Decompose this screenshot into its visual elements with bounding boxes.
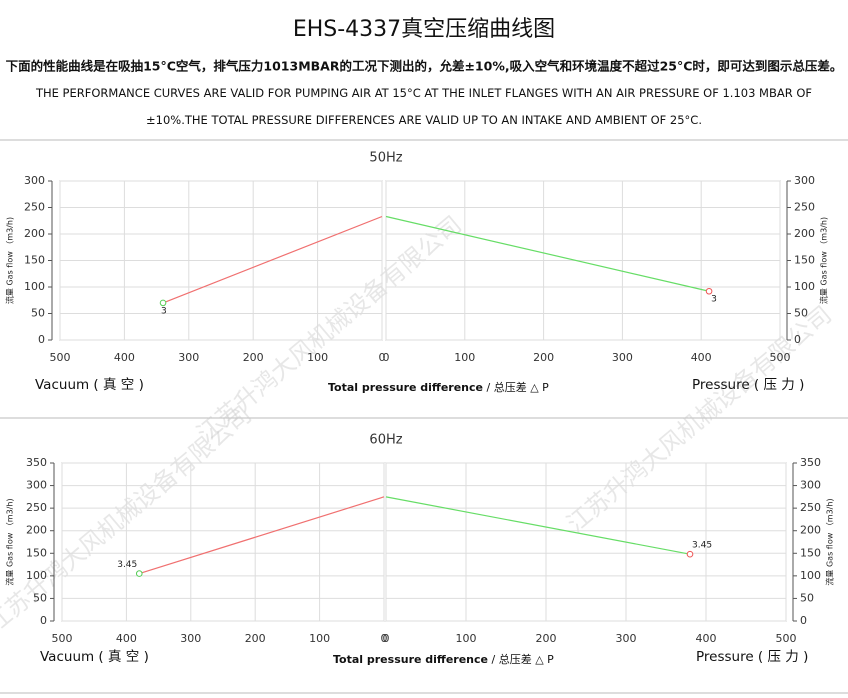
y-tick-label: 200 bbox=[794, 227, 815, 240]
x-tick-label: 500 bbox=[50, 351, 71, 364]
y-tick-label: 300 bbox=[26, 479, 47, 492]
x-tick-label: 0 bbox=[379, 351, 386, 364]
panel-title: 60Hz bbox=[369, 433, 402, 448]
pressure-label: Pressure ( 压 力 ) bbox=[696, 649, 808, 665]
y-tick-label: 200 bbox=[26, 524, 47, 537]
line bbox=[385, 215, 710, 292]
y-axis-label: 流量 Gas flow （m3/h) bbox=[5, 217, 15, 304]
y-tick-label: 50 bbox=[31, 307, 45, 320]
y-axis-label: 流量 Gas flow （m3/h) bbox=[819, 217, 829, 304]
y-tick-label: 150 bbox=[24, 254, 45, 267]
y-tick-label: 300 bbox=[24, 174, 45, 187]
point-label: 3.45 bbox=[692, 541, 712, 551]
y-tick-label: 50 bbox=[794, 307, 808, 320]
y-axis-label: 流量 Gas flow （m3/h) bbox=[825, 498, 835, 585]
x-tick-label: 100 bbox=[454, 351, 475, 364]
note-en: THE PERFORMANCE CURVES ARE VALID FOR PUM… bbox=[35, 86, 813, 127]
x-axis-label: Total pressure difference / 总压差 △ P bbox=[333, 652, 554, 666]
y-tick-label: 50 bbox=[33, 591, 47, 604]
x-tick-label: 100 bbox=[307, 351, 328, 364]
y-tick-label: 300 bbox=[794, 174, 815, 187]
point-marker bbox=[159, 299, 167, 307]
x-tick-label: 400 bbox=[116, 632, 137, 645]
line bbox=[162, 215, 383, 304]
pressure-label: Pressure ( 压 力 ) bbox=[692, 377, 804, 393]
y-tick-label: 250 bbox=[794, 201, 815, 214]
x-axis-label: Total pressure difference / 总压差 △ P bbox=[328, 380, 549, 394]
x-tick-label: 400 bbox=[114, 351, 135, 364]
y-tick-label: 0 bbox=[794, 333, 801, 346]
page-title: EHS-4337真空压缩曲线图 bbox=[293, 17, 555, 42]
x-tick-label: 200 bbox=[245, 632, 266, 645]
x-axis-label-cn: / 总压差 △ P bbox=[483, 380, 549, 394]
y-tick-label: 0 bbox=[800, 614, 807, 627]
x-tick-label: 0 bbox=[381, 632, 388, 645]
x-tick-label: 300 bbox=[612, 351, 633, 364]
panel-title: 50Hz bbox=[369, 151, 402, 166]
x-tick-label: 300 bbox=[180, 632, 201, 645]
point-marker bbox=[686, 550, 694, 558]
point-marker bbox=[705, 287, 713, 295]
y-tick-label: 0 bbox=[38, 333, 45, 346]
line bbox=[385, 496, 691, 555]
y-tick-label: 350 bbox=[800, 456, 821, 469]
y-tick-label: 350 bbox=[26, 456, 47, 469]
y-tick-label: 300 bbox=[800, 479, 821, 492]
y-tick-label: 0 bbox=[40, 614, 47, 627]
y-tick-label: 150 bbox=[26, 546, 47, 559]
x-tick-label: 0 bbox=[383, 632, 390, 645]
x-axis-label-en: Total pressure difference bbox=[328, 381, 483, 394]
y-axis-label: 流量 Gas flow （m3/h) bbox=[5, 498, 15, 585]
x-tick-label: 0 bbox=[383, 351, 390, 364]
x-tick-label: 100 bbox=[456, 632, 477, 645]
x-tick-label: 300 bbox=[616, 632, 637, 645]
point-label: 3.45 bbox=[117, 560, 137, 570]
x-tick-label: 200 bbox=[536, 632, 557, 645]
y-tick-label: 250 bbox=[800, 501, 821, 514]
line bbox=[139, 496, 385, 575]
x-tick-label: 400 bbox=[696, 632, 717, 645]
x-tick-label: 400 bbox=[691, 351, 712, 364]
point-marker bbox=[135, 570, 143, 577]
point-label: 3 bbox=[711, 295, 717, 305]
plot-frame bbox=[385, 462, 787, 622]
x-tick-label: 500 bbox=[770, 351, 791, 364]
point-label: 3 bbox=[161, 306, 167, 316]
y-tick-label: 150 bbox=[794, 254, 815, 267]
x-tick-label: 500 bbox=[776, 632, 797, 645]
y-tick-label: 250 bbox=[26, 501, 47, 514]
x-axis-label-en: Total pressure difference bbox=[333, 653, 488, 666]
y-tick-label: 100 bbox=[24, 280, 45, 293]
x-tick-label: 100 bbox=[309, 632, 330, 645]
x-tick-label: 200 bbox=[533, 351, 554, 364]
y-tick-label: 200 bbox=[800, 524, 821, 537]
y-tick-label: 50 bbox=[800, 591, 814, 604]
y-tick-label: 100 bbox=[800, 569, 821, 582]
y-tick-label: 250 bbox=[24, 201, 45, 214]
vacuum-label: Vacuum ( 真 空 ) bbox=[40, 649, 149, 665]
x-axis-label-cn: / 总压差 △ P bbox=[488, 652, 554, 666]
x-tick-label: 500 bbox=[52, 632, 73, 645]
y-tick-label: 100 bbox=[794, 280, 815, 293]
x-tick-label: 200 bbox=[243, 351, 264, 364]
x-tick-label: 300 bbox=[178, 351, 199, 364]
note-cn: 下面的性能曲线是在吸抽15°C空气，排气压力1013MBAR的工况下测出的，允差… bbox=[6, 59, 843, 74]
y-tick-label: 150 bbox=[800, 546, 821, 559]
y-tick-label: 100 bbox=[26, 569, 47, 582]
vacuum-label: Vacuum ( 真 空 ) bbox=[35, 377, 144, 393]
y-tick-label: 200 bbox=[24, 227, 45, 240]
